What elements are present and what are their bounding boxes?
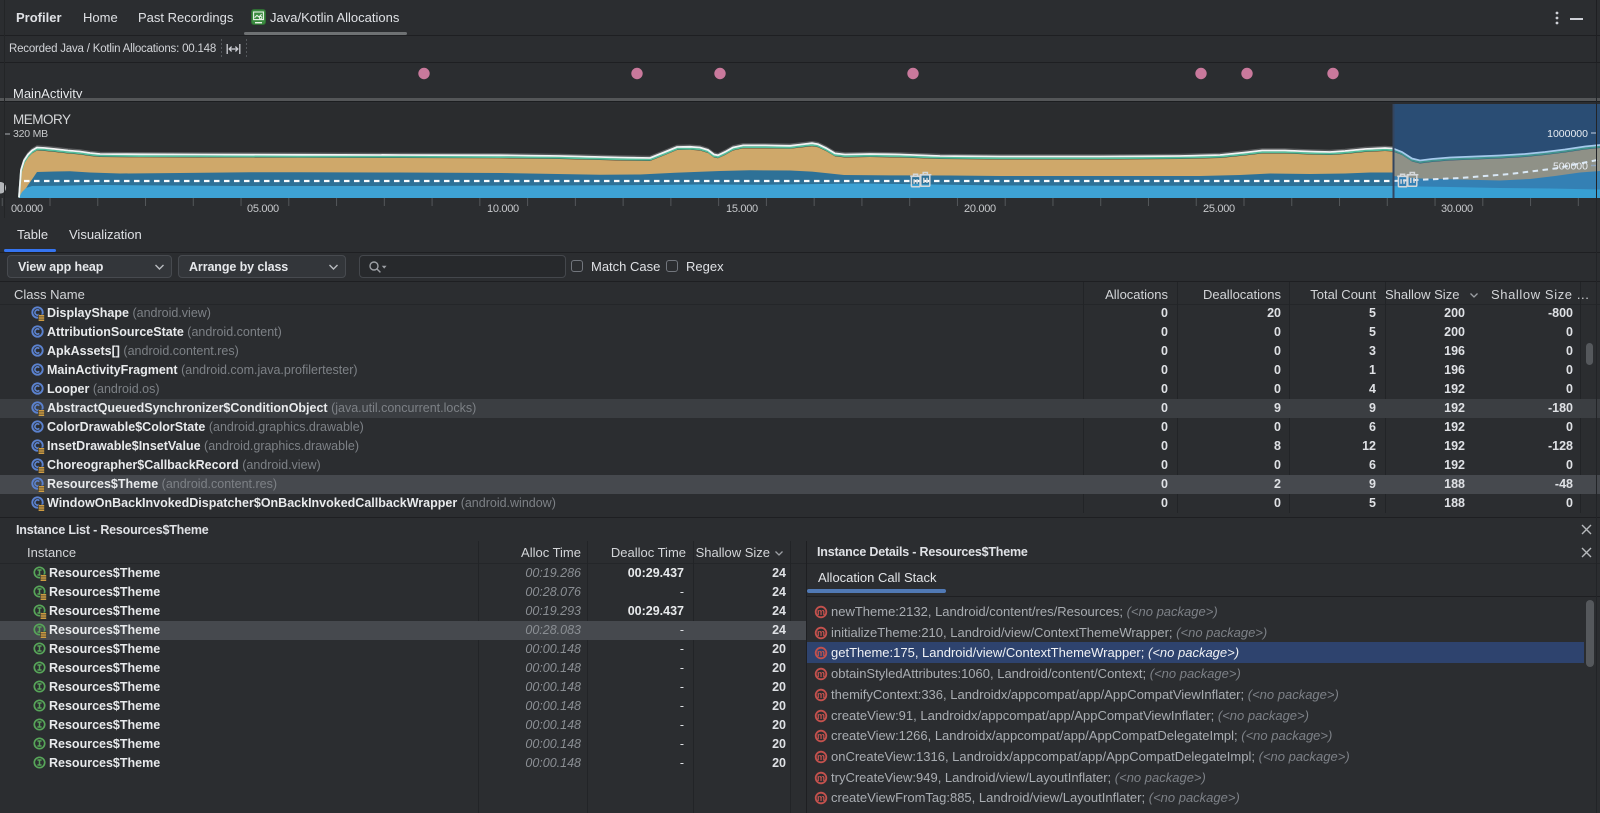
svg-text:25.000: 25.000 — [1203, 203, 1235, 215]
svg-text:10.000: 10.000 — [487, 203, 519, 215]
svg-text:m: m — [817, 793, 825, 803]
svg-text:15.000: 15.000 — [726, 203, 758, 215]
svg-text:00.000: 00.000 — [11, 203, 43, 215]
svg-text:m: m — [817, 711, 825, 721]
svg-text:30.000: 30.000 — [1441, 203, 1473, 215]
svg-text:m: m — [817, 773, 825, 783]
svg-text:m: m — [817, 669, 825, 679]
svg-text:m: m — [817, 649, 825, 659]
svg-text:500000: 500000 — [1553, 161, 1588, 173]
svg-text:m: m — [817, 690, 825, 700]
svg-text:05.000: 05.000 — [247, 203, 279, 215]
svg-text:20.000: 20.000 — [964, 203, 996, 215]
svg-text:m: m — [817, 752, 825, 762]
svg-text:1000000: 1000000 — [1547, 128, 1588, 140]
svg-text:m: m — [817, 731, 825, 741]
svg-text:m: m — [817, 607, 825, 617]
svg-text:m: m — [817, 628, 825, 638]
